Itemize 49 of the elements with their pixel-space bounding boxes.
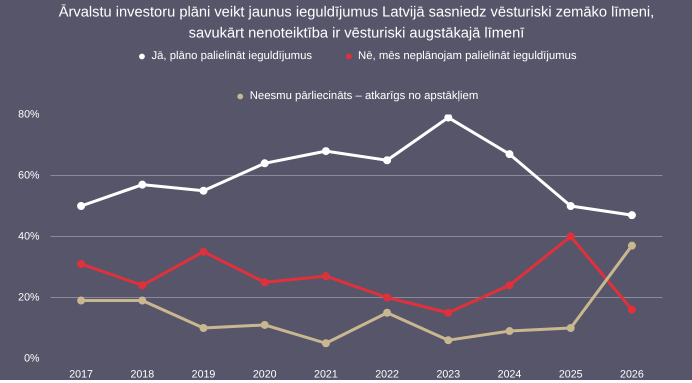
x-tick-label: 2025 xyxy=(558,368,583,380)
legend-label: Neesmu pārliecināts – atkarīgs no apstākļiem xyxy=(250,90,478,102)
x-tick-label: 2024 xyxy=(498,368,522,380)
y-tick-label: 60% xyxy=(18,170,40,182)
point xyxy=(444,308,452,317)
point xyxy=(200,186,208,195)
x-tick-label: 2018 xyxy=(130,368,154,380)
point xyxy=(566,324,575,332)
point xyxy=(260,159,269,168)
point xyxy=(77,202,86,210)
point xyxy=(383,308,392,317)
point xyxy=(628,242,636,250)
point xyxy=(200,324,208,332)
point xyxy=(322,339,330,348)
point xyxy=(506,150,514,158)
point xyxy=(444,114,452,122)
point xyxy=(77,296,86,305)
y-tick-label: 80% xyxy=(18,108,40,120)
point xyxy=(383,156,392,164)
point xyxy=(444,336,452,344)
point xyxy=(566,232,575,240)
x-tick-label: 2020 xyxy=(252,368,277,380)
legend-label: Jā, plāno palielināt ieguldījumus xyxy=(151,50,312,62)
x-tick-label: 2017 xyxy=(69,368,94,380)
point xyxy=(77,260,86,268)
y-tick-label: 20% xyxy=(18,292,40,304)
point xyxy=(138,296,146,305)
point xyxy=(506,281,514,290)
point xyxy=(566,202,575,210)
point xyxy=(260,320,269,329)
point xyxy=(200,248,208,256)
point xyxy=(138,180,146,189)
point xyxy=(628,306,636,314)
legend-label: Nē, mēs neplānojam palielināt ieguldījumus xyxy=(358,50,577,62)
x-tick-label: 2026 xyxy=(620,368,644,380)
x-tick-label: 2021 xyxy=(314,368,338,380)
y-tick-label: 0% xyxy=(24,352,40,364)
x-tick-label: 2023 xyxy=(436,368,460,380)
chart-title: Ārvalstu investoru plāni veikt jaunus ieguldījumus Latvijā sasniedz vēsturiski zemāko līmeni, savukārt nenoteiktība ir vēsturiski augstākajā līmenī xyxy=(58,4,654,42)
point xyxy=(383,294,392,302)
point xyxy=(506,327,514,336)
x-tick-label: 2022 xyxy=(375,368,400,380)
point xyxy=(322,147,330,156)
point xyxy=(322,272,330,280)
point xyxy=(260,278,269,286)
point xyxy=(138,281,146,290)
x-tick-label: 2019 xyxy=(192,368,216,380)
point xyxy=(628,211,636,220)
y-tick-label: 40% xyxy=(18,230,40,242)
